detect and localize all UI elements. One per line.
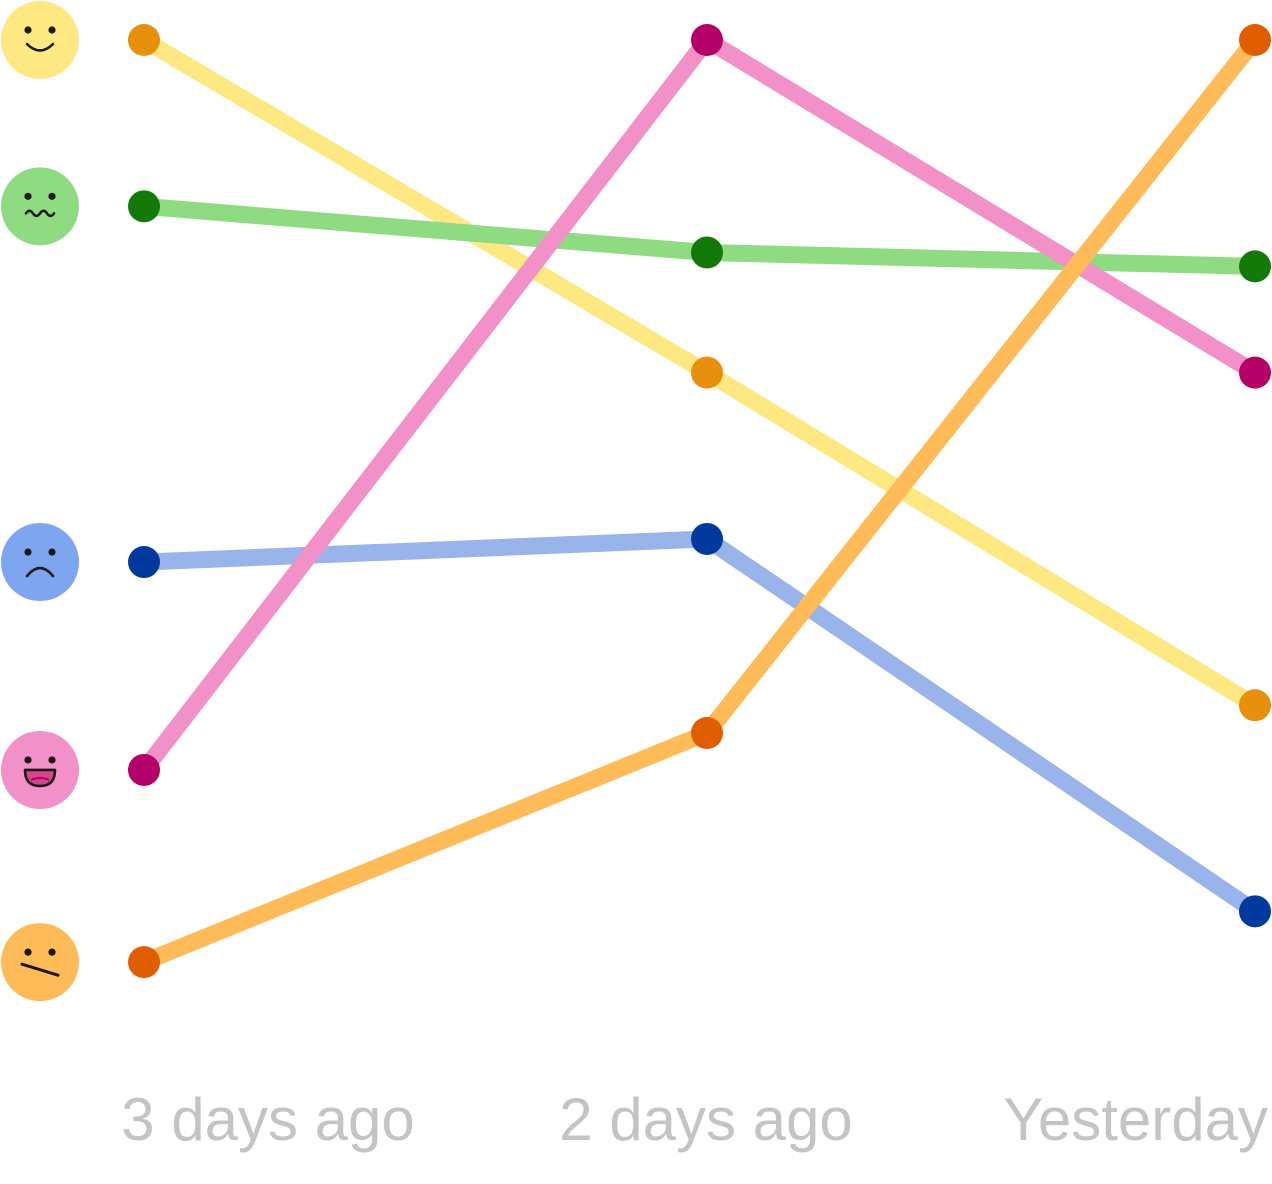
data-point	[1239, 356, 1271, 389]
data-point	[691, 717, 723, 749]
x-tick-label: 2 days ago	[559, 1086, 853, 1153]
data-point	[128, 753, 160, 786]
data-point	[128, 946, 160, 979]
series-line	[135, 31, 1264, 779]
data-point	[128, 546, 160, 579]
data-point	[691, 236, 723, 269]
data-point	[128, 24, 160, 56]
data-point	[1239, 24, 1271, 56]
series-points	[128, 24, 1271, 979]
grinning-face-icon	[1, 730, 79, 809]
series-lines	[135, 31, 1264, 971]
data-point	[691, 522, 723, 555]
nauseated-face-icon	[1, 167, 79, 246]
x-axis: 3 days ago 2 days ago Yesterday	[121, 1086, 1268, 1153]
data-point	[691, 356, 723, 389]
data-point	[1239, 689, 1271, 722]
x-tick-label: Yesterday	[1003, 1086, 1268, 1153]
series-icons	[1, 1, 79, 1002]
data-point	[1239, 250, 1271, 283]
data-point	[128, 190, 160, 223]
x-tick-label: 3 days ago	[121, 1086, 415, 1153]
neutral-face-icon	[1, 923, 79, 1002]
series-line	[135, 31, 1264, 971]
smiling-face-icon	[1, 1, 79, 79]
data-point	[691, 24, 723, 56]
data-point	[1239, 895, 1271, 928]
frowning-face-icon	[1, 523, 79, 602]
